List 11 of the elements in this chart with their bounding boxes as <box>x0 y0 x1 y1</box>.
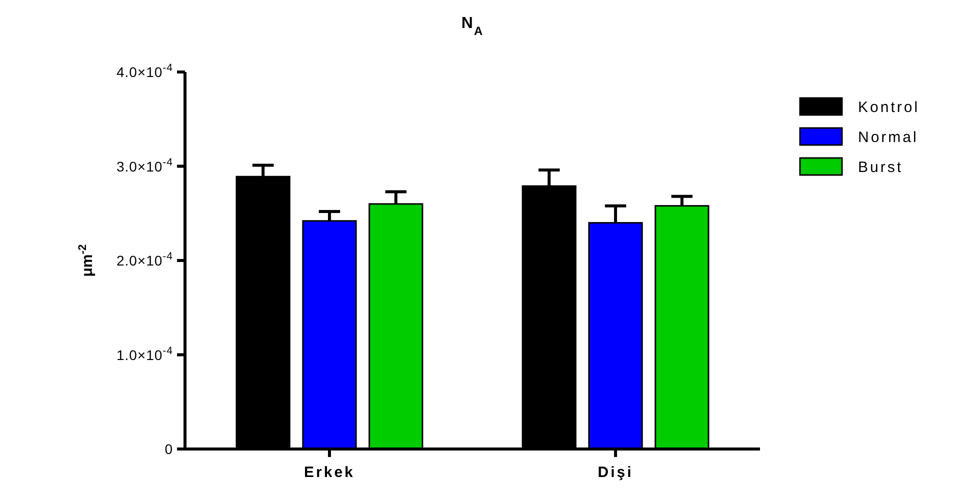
legend-label: Burst <box>858 159 904 176</box>
legend-label: Kontrol <box>858 99 920 116</box>
x-tick-label: Erkek <box>304 464 355 481</box>
chart-title: N$_{A}$ <box>461 15 484 38</box>
y-tick-label: 2.0×10$^{-4}$ <box>116 250 173 268</box>
legend-label: Normal <box>858 129 918 146</box>
y-tick-label: 4.0×10$^{-4}$ <box>116 62 173 80</box>
y-tick-label: 3.0×10$^{-4}$ <box>116 156 173 174</box>
x-tick-label: Dişi <box>598 464 634 481</box>
y-tick-label: 0 <box>164 441 173 457</box>
y-tick-label: 1.0×10$^{-4}$ <box>116 344 173 363</box>
